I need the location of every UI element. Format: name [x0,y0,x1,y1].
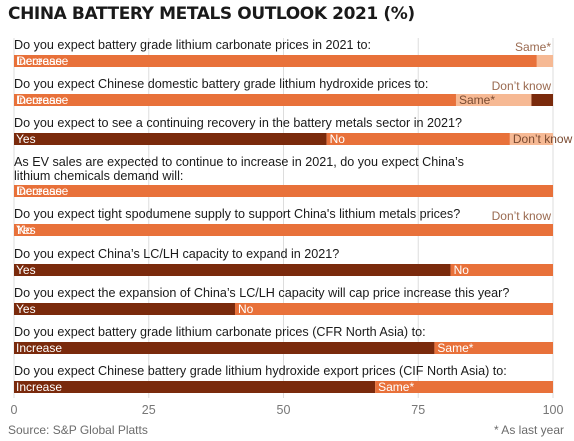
segment-label: Yes [16,302,36,316]
bar-segment [531,94,553,106]
segment-label: Yes [16,263,36,277]
bar-segment [14,94,456,106]
bar-segment [455,94,532,106]
question-text: lithium chemicals demand will: [14,169,183,183]
bar-segment [14,55,537,67]
x-tick-label: 100 [543,403,564,417]
segment-label: Don’t know [492,209,552,223]
bar-segment [14,185,553,197]
segment-label: Same* [515,40,551,54]
bar-segment [14,303,235,315]
bar-segment [14,224,553,236]
segment-label: Don’t know [513,132,573,146]
bar-segment [450,264,553,276]
question-text: Do you expect battery grade lithium carb… [14,38,371,52]
chart-source: Source: S&P Global Platts [8,423,148,437]
segment-label: Increase [16,54,62,68]
segment-label: Decrease [17,54,69,68]
segment-label: Yes [16,223,36,237]
bar-segment [326,133,510,145]
question-text: Do you expect to see a continuing recove… [14,116,462,130]
bar-segment [536,55,553,67]
segment-label: Increase [16,341,62,355]
bar-segment [509,133,553,145]
segment-label: Same* [459,93,495,107]
x-tick-label: 75 [411,403,425,417]
bar-segment [14,381,376,393]
segment-label: Same* [437,341,473,355]
question-text: Do you expect the expansion of China’s L… [14,286,509,300]
x-tick-label: 0 [11,403,18,417]
x-tick-label: 50 [277,403,291,417]
segment-label: Don’t know [492,79,552,93]
bar-segment [14,342,435,354]
question-text: Do you expect Chinese domestic battery g… [14,77,428,91]
question-text: Do you expect tight spodumene supply to … [14,207,460,221]
x-tick-label: 25 [142,403,156,417]
bar-segment [375,381,553,393]
bar-segment [234,303,554,315]
segment-label: No [238,302,254,316]
segment-label: Same* [378,380,414,394]
segment-label: No [17,223,33,237]
question-text: Do you expect battery grade lithium carb… [14,325,426,339]
bar-segment [14,133,327,145]
segment-label: No [454,263,470,277]
question-text: Do you expect China’s LC/LH capacity to … [14,247,339,261]
segment-label: Decrease [17,93,69,107]
segment-label: Increase [16,184,62,198]
chart-title: CHINA BATTERY METALS OUTLOOK 2021 (%) [8,4,415,24]
segment-label: Increase [16,93,62,107]
segment-label: No [330,132,346,146]
question-text: Do you expect Chinese battery grade lith… [14,364,507,378]
bar-segment [14,264,451,276]
segment-label: Increase [16,380,62,394]
bar-segment [434,342,553,354]
chart-footnote: * As last year [493,423,564,437]
segment-label: Decrease [17,184,69,198]
question-text: As EV sales are expected to continue to … [14,155,464,169]
segment-label: Yes [16,132,36,146]
